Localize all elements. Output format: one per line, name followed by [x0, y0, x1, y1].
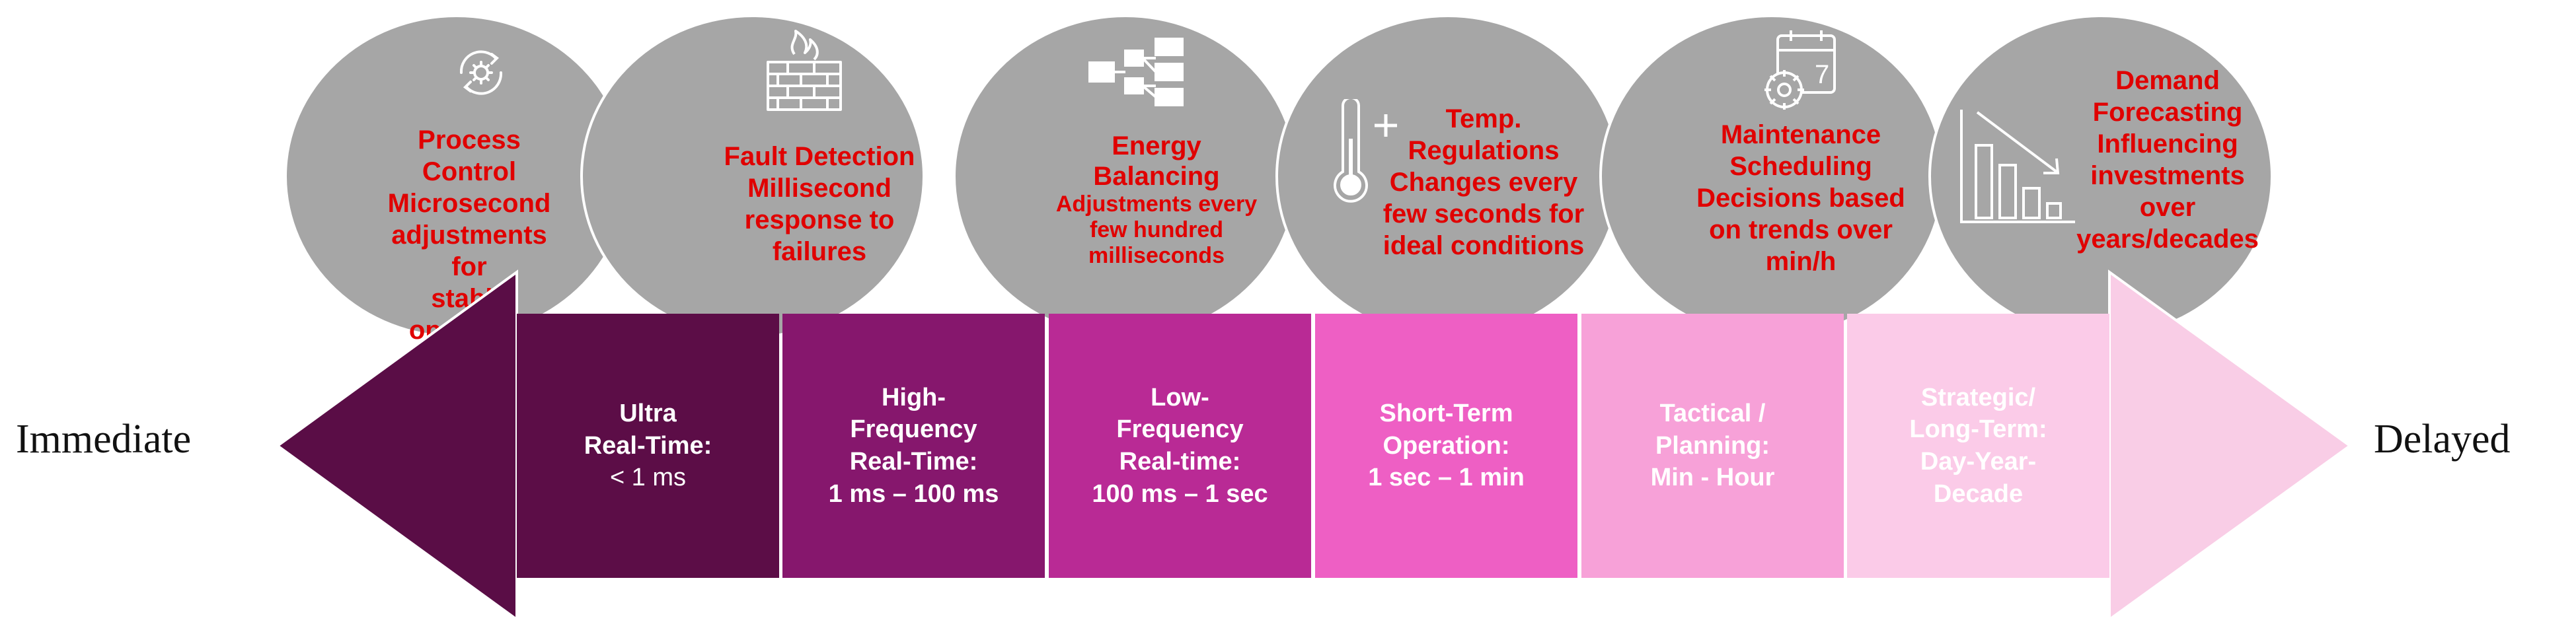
flow-diagram-icon [1088, 38, 1184, 106]
bubble-temp-regulations [1275, 15, 1620, 338]
segment-line: 1 ms – 100 ms [828, 479, 999, 508]
bubble-line: Regulations [1408, 136, 1560, 165]
segment-line: Strategic/ [1920, 383, 2036, 411]
bubble-line: Balancing [1093, 162, 1220, 191]
bubble-line: Process Control [418, 125, 521, 186]
bubble-text-maintenance-scheduling: Maintenance Scheduling Decisions based o… [1688, 119, 1913, 277]
segment-line: Frequency [850, 415, 977, 444]
bubble-line: few hundred [1089, 217, 1224, 243]
segment-high-frequency: High- Frequency Real-Time: 1 ms – 100 ms [782, 314, 1045, 578]
declining-chart-icon [1960, 110, 2075, 223]
bubble-line: Influencing [2097, 129, 2238, 159]
segment-line: Real-time: [1119, 448, 1241, 476]
bubble-line: few seconds for [1383, 199, 1585, 229]
segment-line: Real-Time: [849, 448, 978, 476]
bubble-line: adjustments for [391, 221, 547, 281]
bubble-line: response to [744, 205, 895, 234]
svg-text:7: 7 [1815, 60, 1829, 89]
segment-strategic: Strategic/ Long-Term: Day-Year- Decade [1847, 314, 2109, 578]
bubble-line: failures [772, 237, 867, 266]
bubble-text-fault-detection: Fault Detection Millisecond response to … [714, 141, 925, 267]
bubble-process-control [284, 15, 629, 338]
left-arrowhead [275, 269, 518, 622]
bubble-line: on trends over [1709, 215, 1893, 244]
segment-line: Operation: [1383, 431, 1510, 460]
bubble-line: Millisecond [747, 174, 891, 203]
bubble-line: Temp. [1445, 104, 1522, 133]
bubble-line: min/h [1765, 247, 1837, 276]
segment-ultra-real-time: Ultra Real-Time: < 1 ms [517, 314, 779, 578]
delayed-label: Delayed [2374, 417, 2511, 462]
bubble-line: Scheduling [1729, 152, 1872, 181]
segment-line: Long-Term: [1909, 415, 2047, 444]
bubble-maintenance-scheduling [1599, 15, 1944, 338]
gear-cycle-icon [459, 50, 503, 95]
bubble-text-demand-forecasting: Demand Forecasting Influencing investmen… [2068, 65, 2267, 255]
bubble-demand-forecasting [1928, 15, 2273, 338]
segment-tactical: Tactical / Planning: Min - Hour [1581, 314, 1844, 578]
calendar-gear-icon: 7 [1764, 30, 1836, 110]
segment-line: 1 sec – 1 min [1368, 464, 1525, 492]
bubble-line: Adjustments every [1055, 192, 1258, 217]
bubble-line: ideal conditions [1383, 231, 1585, 260]
bubble-line: milliseconds [1088, 243, 1225, 269]
segment-line: High- [881, 383, 946, 411]
segment-short-term: Short-Term Operation: 1 sec – 1 min [1315, 314, 1577, 578]
bubble-line: Forecasting [2092, 98, 2243, 127]
segment-line: Low- [1151, 383, 1209, 411]
thermometer-plus-icon [1334, 99, 1397, 203]
segment-line: Frequency [1116, 415, 1244, 444]
bubble-fault-detection [580, 15, 925, 338]
segment-line: 100 ms – 1 sec [1092, 479, 1268, 508]
segment-line: Planning: [1655, 431, 1770, 460]
bubble-line: years/decades [2076, 225, 2259, 254]
bubble-line: Maintenance [1720, 120, 1881, 149]
bubble-line: investments [2090, 161, 2245, 190]
bubble-line: Energy [1112, 131, 1201, 160]
bubble-text-temp-regulations: Temp. Regulations Changes every few seco… [1375, 103, 1593, 262]
segment-line: Day-Year- [1920, 448, 2037, 476]
segment-line: Tactical / [1659, 400, 1766, 428]
right-arrowhead [2108, 269, 2353, 622]
segment-line: Real-Time: [584, 431, 712, 460]
bubble-line: Demand [2115, 66, 2220, 95]
segment-low-frequency: Low- Frequency Real-time: 100 ms – 1 sec [1049, 314, 1311, 578]
bubble-line: Fault Detection [724, 142, 915, 171]
bubble-line: Decisions based [1696, 184, 1905, 213]
bubble-line: over [2139, 193, 2196, 222]
bubble-line: Changes every [1389, 168, 1578, 197]
segment-line: Short-Term [1379, 400, 1513, 428]
segment-line: Ultra [619, 400, 677, 428]
segment-line: Decade [1933, 479, 2024, 508]
bubble-text-energy-balancing: Energy Balancing Adjustments every few h… [1047, 131, 1266, 269]
segment-line: Min - Hour [1650, 464, 1775, 492]
segment-line: < 1 ms [609, 464, 687, 492]
immediate-label: Immediate [16, 417, 192, 462]
firewall-icon [767, 30, 842, 111]
bubble-line: Microsecond [387, 189, 551, 218]
